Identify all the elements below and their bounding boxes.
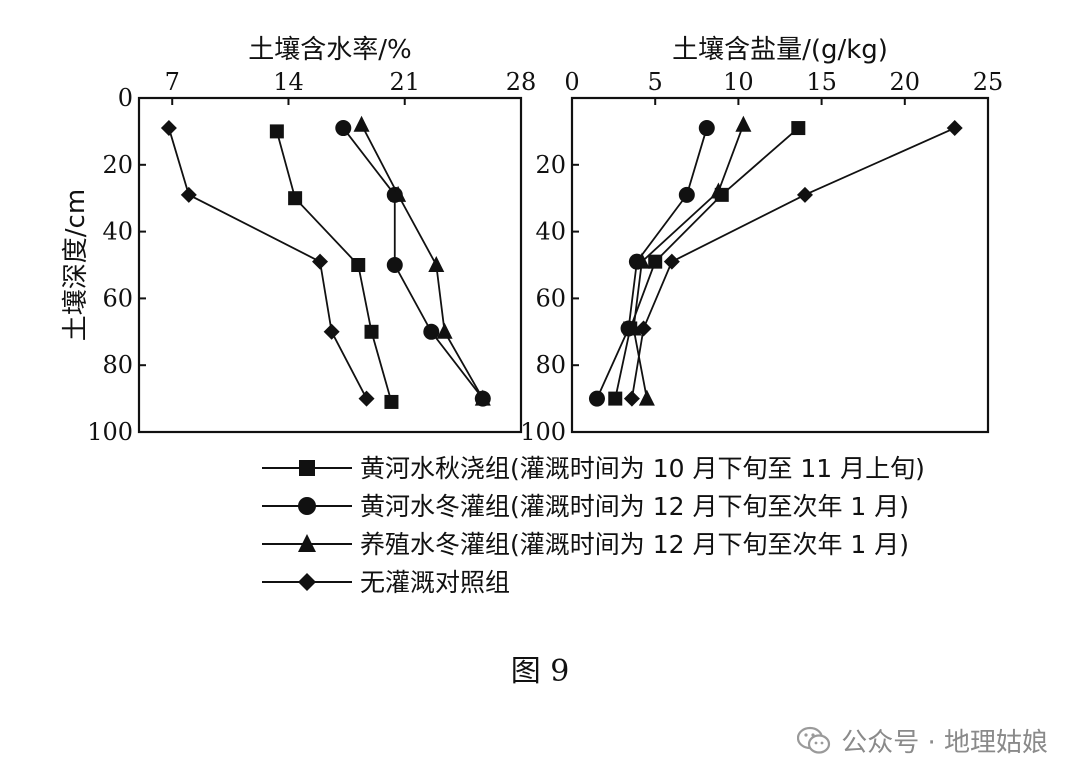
y-axis-title: 土壤深度/cm — [61, 189, 91, 341]
point-diamond — [635, 320, 652, 337]
point-triangle — [625, 319, 642, 336]
y-tick-label: 60 — [535, 284, 566, 312]
point-triangle — [390, 185, 407, 202]
chart-panel-2: 0 5 10 15 20 25 20 40 60 80 100 土壤含盐量/(g/kg) — [520, 35, 1003, 446]
legend-label: 黄河水秋浇组(灌溉时间为 10 月下旬至 11 月上旬) — [360, 454, 925, 483]
x-tick-label: 21 — [389, 68, 420, 96]
point-triangle — [436, 322, 453, 339]
series-triangle — [353, 115, 491, 406]
legend-marker-circle — [298, 497, 316, 515]
point-circle — [588, 390, 605, 407]
legend-label: 黄河水冬灌组(灌溉时间为 12 月下旬至次年 1 月) — [360, 492, 909, 521]
x-tick-label: 25 — [973, 68, 1004, 96]
wechat-icon — [797, 726, 831, 754]
point-diamond — [663, 253, 680, 270]
figure-caption: 图 9 — [510, 654, 570, 689]
point-circle — [698, 120, 715, 137]
x-tick-label: 7 — [165, 68, 180, 96]
x-axis-title: 土壤含盐量/(g/kg) — [672, 35, 888, 65]
series-circle — [335, 120, 491, 407]
x-tick-label: 5 — [648, 68, 663, 96]
plot-frame — [570, 96, 990, 434]
series-diamond — [160, 120, 375, 407]
point-diamond — [358, 390, 375, 407]
point-triangle — [353, 115, 370, 132]
plot-frame — [137, 96, 523, 434]
y-tick-label: 100 — [520, 418, 566, 446]
watermark-text: 公众号 · 地理姑娘 — [841, 728, 1048, 758]
y-tick-label: 80 — [102, 351, 133, 379]
point-triangle — [633, 252, 650, 269]
legend-label: 无灌溉对照组 — [360, 568, 510, 597]
point-circle — [423, 323, 440, 340]
y-tick-label: 20 — [102, 151, 133, 179]
point-square — [648, 254, 663, 269]
series-triangle — [625, 115, 752, 406]
point-diamond — [312, 253, 329, 270]
legend: 黄河水秋浇组(灌溉时间为 10 月下旬至 11 月上旬) 黄河水冬灌组(灌溉时间为… — [262, 454, 925, 597]
point-circle — [386, 257, 403, 273]
point-circle — [678, 186, 695, 203]
point-diamond — [946, 120, 963, 137]
x-tick-label: 14 — [273, 68, 304, 96]
point-square — [791, 121, 806, 136]
point-square — [384, 394, 399, 409]
point-triangle — [474, 389, 491, 406]
x-tick-label: 15 — [806, 68, 837, 96]
legend-marker-triangle — [298, 534, 316, 552]
point-circle — [335, 120, 352, 137]
x-tick-label: 28 — [506, 68, 537, 96]
series-line-diamond — [168, 127, 368, 400]
point-square — [608, 391, 623, 406]
y-tick-label: 100 — [87, 418, 133, 446]
point-diamond — [323, 323, 340, 340]
y-tick-label: 80 — [535, 351, 566, 379]
point-square — [269, 124, 284, 139]
series-square — [269, 124, 399, 409]
point-triangle — [735, 115, 752, 132]
point-diamond — [796, 186, 813, 203]
legend-marker-diamond — [298, 573, 316, 591]
y-tick-label: 60 — [102, 284, 133, 312]
point-square — [288, 191, 303, 206]
point-diamond — [180, 186, 197, 203]
y-tick-label: 20 — [535, 151, 566, 179]
x-tick-label: 20 — [890, 68, 921, 96]
point-square — [364, 324, 379, 339]
y-tick-label: 0 — [118, 84, 133, 112]
series-line-square — [275, 131, 393, 403]
y-tick-label: 40 — [102, 218, 133, 246]
point-triangle — [428, 256, 445, 272]
series-diamond — [623, 120, 963, 407]
point-diamond — [623, 390, 640, 407]
y-tick-label: 40 — [535, 218, 566, 246]
point-triangle — [638, 389, 655, 406]
x-tick-label: 0 — [564, 68, 579, 96]
point-triangle — [710, 182, 727, 199]
watermark: 公众号 · 地理姑娘 — [797, 722, 1048, 759]
x-axis-title: 土壤含水率/% — [248, 35, 411, 65]
point-diamond — [160, 120, 177, 137]
point-square — [351, 258, 366, 272]
x-tick-label: 10 — [723, 68, 754, 96]
series-line-diamond — [631, 127, 956, 399]
legend-label: 养殖水冬灌组(灌溉时间为 12 月下旬至次年 1 月) — [360, 530, 909, 559]
chart-panel-1: 7 14 21 28 0 20 40 60 80 100 土壤含水率/% 土壤深度/cm — [61, 35, 536, 446]
legend-marker-square — [299, 460, 315, 476]
